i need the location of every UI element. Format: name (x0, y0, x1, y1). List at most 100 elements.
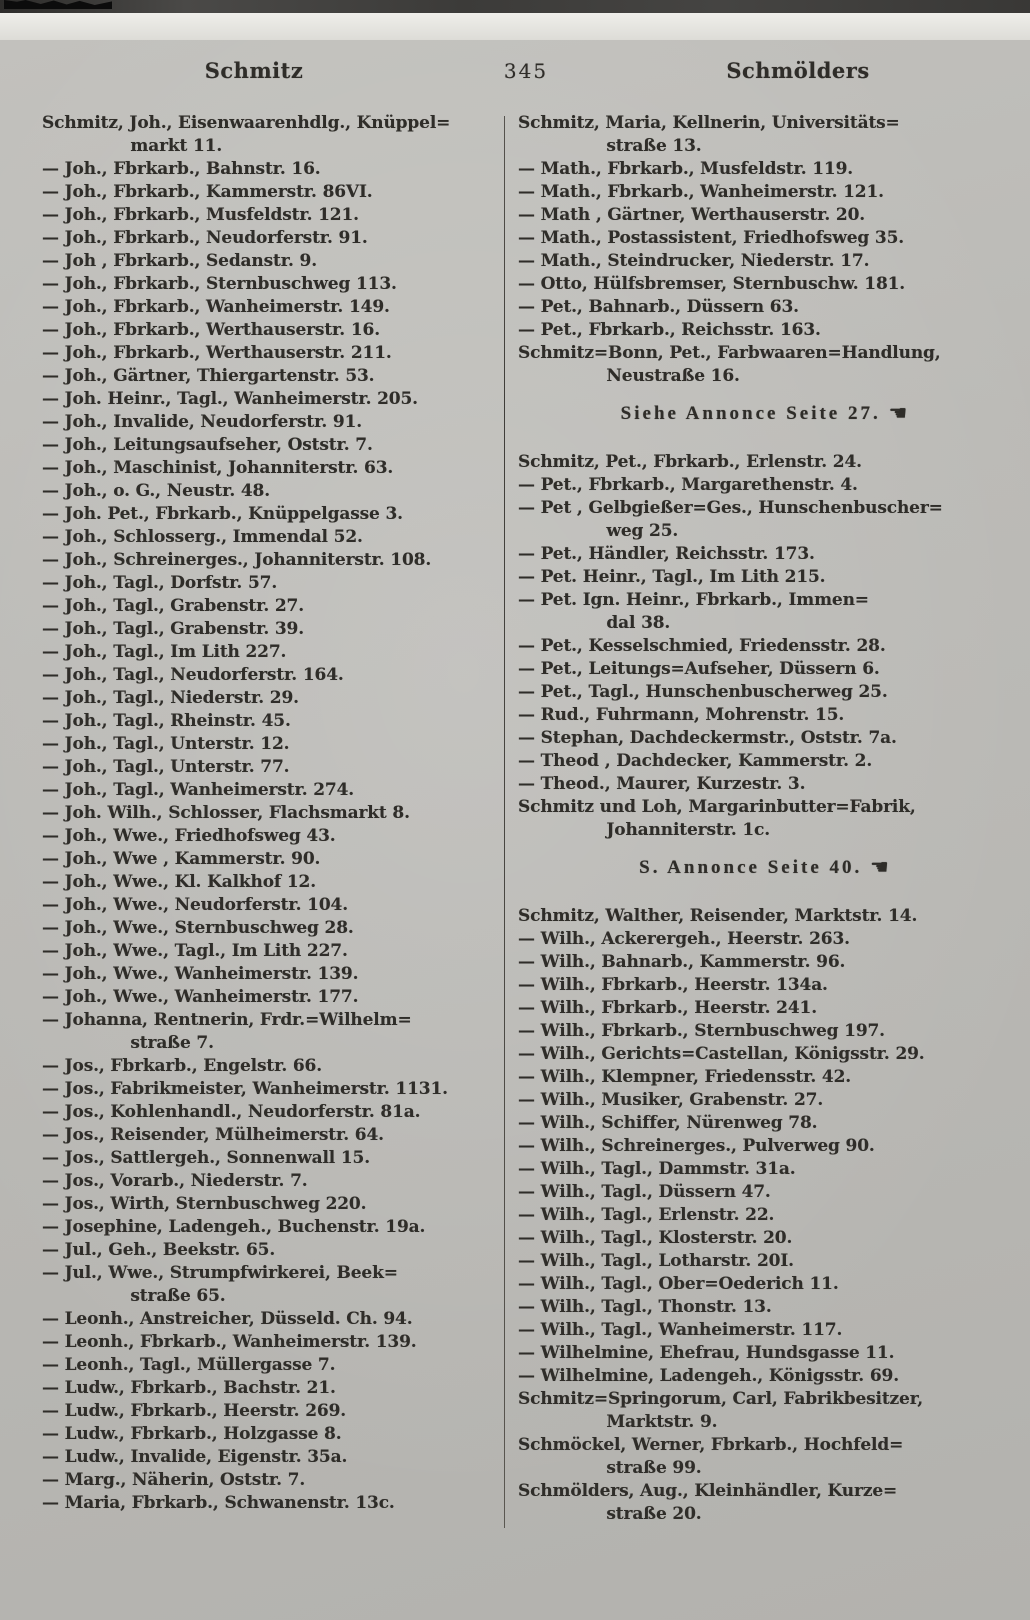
directory-entry: — Joh., Tagl., Wanheimerstr. 274. (42, 780, 355, 800)
directory-entry: — Math , Gärtner, Werthauserstr. 20. (518, 205, 866, 225)
scan-ink-mark (4, 0, 112, 9)
directory-entry: — Joh., Invalide, Neudorferstr. 91. (42, 412, 363, 432)
directory-entry: — Joh., Schlosserg., Immendal 52. (42, 527, 363, 547)
directory-entry: — Pet., Kesselschmied, Friedensstr. 28. (518, 636, 886, 656)
directory-entry: — Theod., Maurer, Kurzestr. 3. (518, 774, 806, 794)
directory-entry: Schmitz und Loh, Margarinbutter=Fabrik, … (518, 797, 916, 840)
directory-entry: — Joh., o. G., Neustr. 48. (42, 481, 271, 501)
annonce-note: Siehe Annonce Seite 27. ☚ (518, 402, 1010, 425)
annonce-note: S. Annonce Seite 40. ☚ (518, 856, 1010, 879)
directory-entry: — Joh., Fbrkarb., Neudorferstr. 91. (42, 228, 368, 248)
directory-entry: — Jul., Geh., Beekstr. 65. (42, 1240, 276, 1260)
directory-entry: — Pet., Händler, Reichsstr. 173. (518, 544, 815, 564)
directory-entry: — Joh. Pet., Fbrkarb., Knüppelgasse 3. (42, 504, 403, 524)
directory-entry: — Jos., Vorarb., Niederstr. 7. (42, 1171, 308, 1191)
directory-entry: — Pet., Bahnarb., Düssern 63. (518, 297, 799, 317)
directory-entry: — Math., Steindrucker, Niederstr. 17. (518, 251, 870, 271)
directory-entry: — Wilh., Fbrkarb., Heerstr. 134a. (518, 975, 828, 995)
directory-entry: — Wilh., Tagl., Klosterstr. 20. (518, 1228, 793, 1248)
directory-entry: — Joh., Fbrkarb., Kammerstr. 86VI. (42, 182, 373, 202)
directory-entry: — Joh., Wwe., Wanheimerstr. 177. (42, 987, 359, 1007)
directory-entry: — Wilh., Schiffer, Nürenweg 78. (518, 1113, 818, 1133)
directory-entry: — Joh., Schreinerges., Johanniterstr. 10… (42, 550, 432, 570)
column-divider-wrap (490, 112, 518, 1528)
directory-entry: — Leonh., Anstreicher, Düsseld. Ch. 94. (42, 1309, 413, 1329)
directory-entry: — Theod , Dachdecker, Kammerstr. 2. (518, 751, 873, 771)
directory-entry: — Joh., Tagl., Neudorferstr. 164. (42, 665, 344, 685)
directory-entry: — Marg., Näherin, Oststr. 7. (42, 1470, 306, 1490)
scan-binding-edge (0, 0, 1030, 13)
directory-entry: — Wilh., Musiker, Grabenstr. 27. (518, 1090, 824, 1110)
directory-entry: — Wilh., Tagl., Dammstr. 31a. (518, 1159, 796, 1179)
page-number: 345 (503, 59, 549, 83)
directory-entry: — Joh., Wwe , Kammerstr. 90. (42, 849, 321, 869)
directory-entry: — Math., Fbrkarb., Wanheimerstr. 121. (518, 182, 884, 202)
directory-entry: — Joh., Wwe., Friedhofsweg 43. (42, 826, 336, 846)
directory-entry: — Wilh., Gerichts=Castellan, Königsstr. … (518, 1044, 925, 1064)
directory-entry: — Leonh., Fbrkarb., Wanheimerstr. 139. (42, 1332, 417, 1352)
header-keyword-left: Schmitz (204, 58, 304, 83)
directory-entry: — Joh., Tagl., Unterstr. 77. (42, 757, 290, 777)
directory-entry: — Joh , Fbrkarb., Sedanstr. 9. (42, 251, 317, 271)
scan-light-band (0, 13, 1030, 40)
directory-entry: — Maria, Fbrkarb., Schwanenstr. 13c. (42, 1493, 395, 1513)
directory-entry: — Pet. Heinr., Tagl., Im Lith 215. (518, 567, 826, 587)
directory-entry: Schmitz=Springorum, Carl, Fabrikbesitzer… (518, 1389, 924, 1432)
directory-entry: — Wilh., Klempner, Friedensstr. 42. (518, 1067, 852, 1087)
directory-entry: — Johanna, Rentnerin, Frdr.=Wilhelm= str… (42, 1010, 412, 1053)
directory-entry: — Joh., Fbrkarb., Bahnstr. 16. (42, 159, 321, 179)
column-left: Schmitz, Joh., Eisenwaarenhdlg., Knüppel… (42, 112, 490, 1528)
directory-entry: — Joh., Wwe., Sternbuschweg 28. (42, 918, 354, 938)
directory-entry: — Wilh., Tagl., Thonstr. 13. (518, 1297, 772, 1317)
directory-entry: — Joh. Wilh., Schlosser, Flachsmarkt 8. (42, 803, 410, 823)
directory-entry: — Wilh., Tagl., Ober=Oederich 11. (518, 1274, 839, 1294)
directory-entry: — Pet , Gelbgießer=Ges., Hunschenbuscher… (518, 498, 943, 541)
directory-entry: — Wilh., Bahnarb., Kammerstr. 96. (518, 952, 846, 972)
directory-entry: — Jos., Wirth, Sternbuschweg 220. (42, 1194, 367, 1214)
directory-entry: — Joh., Wwe., Tagl., Im Lith 227. (42, 941, 348, 961)
directory-entry: — Joh., Fbrkarb., Werthauserstr. 211. (42, 343, 392, 363)
directory-entry: — Joh., Tagl., Im Lith 227. (42, 642, 287, 662)
directory-entry: — Joh., Tagl., Unterstr. 12. (42, 734, 290, 754)
directory-entry: — Joh., Leitungsaufseher, Oststr. 7. (42, 435, 373, 455)
directory-entry: — Joh., Tagl., Dorfstr. 57. (42, 573, 278, 593)
directory-entry: — Wilh., Schreinerges., Pulverweg 90. (518, 1136, 875, 1156)
directory-entry: Schmitz, Pet., Fbrkarb., Erlenstr. 24. (518, 452, 862, 472)
directory-entry: — Pet., Fbrkarb., Reichsstr. 163. (518, 320, 821, 340)
directory-entry: — Joh., Tagl., Grabenstr. 39. (42, 619, 304, 639)
directory-entry: — Wilh., Fbrkarb., Heerstr. 241. (518, 998, 817, 1018)
directory-entry: — Wilh., Tagl., Düssern 47. (518, 1182, 771, 1202)
directory-entry: — Stephan, Dachdeckermstr., Oststr. 7a. (518, 728, 897, 748)
directory-entry: — Ludw., Fbrkarb., Heerstr. 269. (42, 1401, 347, 1421)
directory-entry: — Jos., Reisender, Mülheimerstr. 64. (42, 1125, 384, 1145)
page-scan: Schmitz 345 Schmölders Schmitz, Joh., Ei… (0, 40, 1030, 1620)
directory-entry: — Wilh., Fbrkarb., Sternbuschweg 197. (518, 1021, 885, 1041)
directory-entry: Schmitz, Walther, Reisender, Marktstr. 1… (518, 906, 918, 926)
page-header: Schmitz 345 Schmölders (42, 58, 1010, 83)
directory-entry: — Joh., Gärtner, Thiergartenstr. 53. (42, 366, 375, 386)
directory-entry: — Math., Fbrkarb., Musfeldstr. 119. (518, 159, 854, 179)
column-divider (503, 116, 505, 1528)
directory-entry: — Joh., Fbrkarb., Sternbuschweg 113. (42, 274, 397, 294)
manicule-left-icon: ☚ (888, 401, 908, 425)
directory-entry: — Jos., Fabrikmeister, Wanheimerstr. 113… (42, 1079, 448, 1099)
directory-entry: — Jos., Kohlenhandl., Neudorferstr. 81a. (42, 1102, 421, 1122)
directory-entry: Schmitz, Maria, Kellnerin, Universitäts=… (518, 113, 900, 156)
annonce-text: S. Annonce Seite 40. (639, 857, 871, 878)
directory-entry: — Wilhelmine, Ladengeh., Königsstr. 69. (518, 1366, 899, 1386)
column-right: Schmitz, Maria, Kellnerin, Universitäts=… (518, 112, 1010, 1528)
directory-entry: Schmölders, Aug., Kleinhändler, Kurze= s… (518, 1481, 898, 1524)
directory-entry: — Wilh., Tagl., Erlenstr. 22. (518, 1205, 775, 1225)
directory-entry: Schmitz=Bonn, Pet., Farbwaaren=Handlung,… (518, 343, 941, 386)
directory-entry: — Joh., Tagl., Grabenstr. 27. (42, 596, 304, 616)
directory-entry: — Joh., Fbrkarb., Werthauserstr. 16. (42, 320, 380, 340)
directory-entry: — Joh., Fbrkarb., Wanheimerstr. 149. (42, 297, 390, 317)
directory-entry: Schmitz, Joh., Eisenwaarenhdlg., Knüppel… (42, 113, 451, 156)
directory-entry: — Jul., Wwe., Strumpfwirkerei, Beek= str… (42, 1263, 398, 1306)
directory-entry: — Jos., Sattlergeh., Sonnenwall 15. (42, 1148, 370, 1168)
directory-entry: — Pet., Leitungs=Aufseher, Düssern 6. (518, 659, 880, 679)
directory-entry: — Wilhelmine, Ehefrau, Hundsgasse 11. (518, 1343, 895, 1363)
directory-entry: — Josephine, Ladengeh., Buchenstr. 19a. (42, 1217, 426, 1237)
directory-entry: — Pet., Tagl., Hunschenbuscherweg 25. (518, 682, 888, 702)
header-keyword-right: Schmölders (726, 58, 870, 83)
